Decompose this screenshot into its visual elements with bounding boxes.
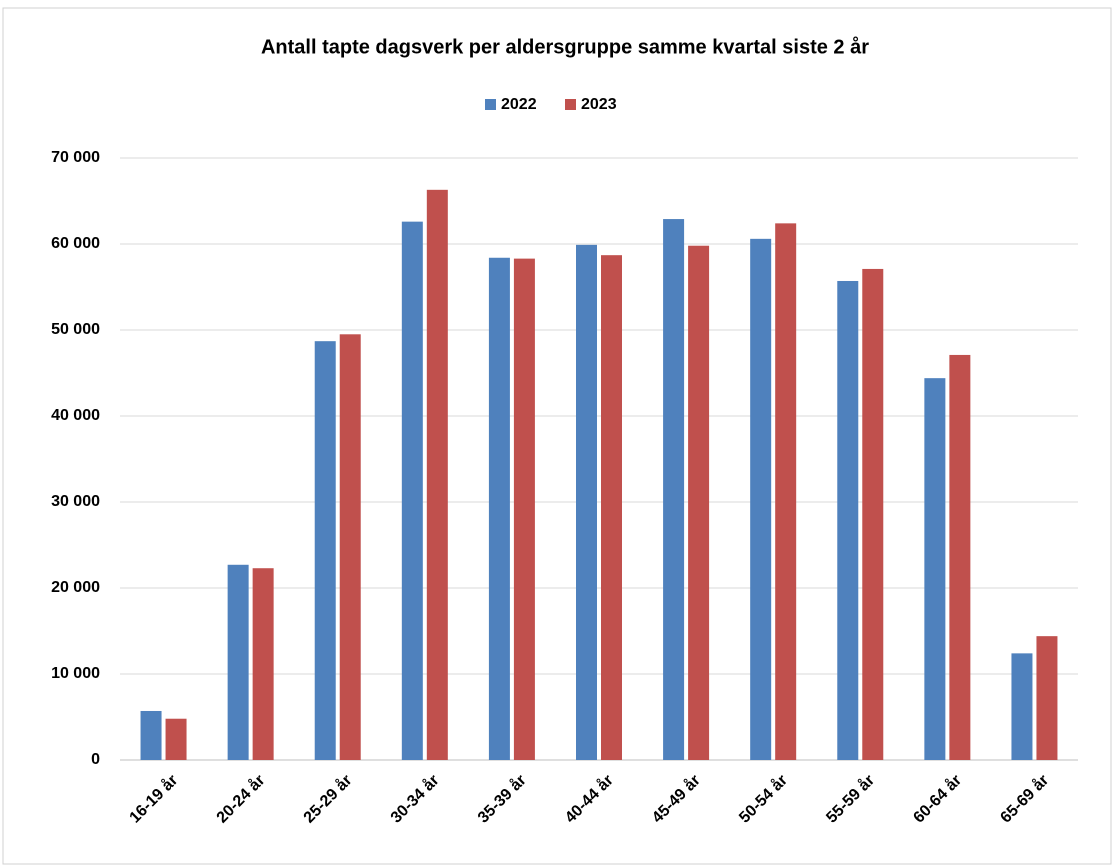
- y-tick-label: 10 000: [51, 665, 100, 682]
- bar: [339, 334, 361, 760]
- bar: [601, 255, 622, 760]
- legend-swatch: [565, 99, 576, 110]
- bar: [227, 564, 249, 760]
- bar: [775, 223, 797, 761]
- bar: [426, 189, 448, 760]
- bar: [663, 219, 685, 760]
- y-tick-label: 40 000: [51, 407, 100, 424]
- y-tick-label: 20 000: [51, 579, 100, 596]
- bar: [837, 280, 859, 760]
- legend-label: 2023: [581, 96, 617, 113]
- bar: [924, 378, 946, 760]
- bar: [1011, 653, 1033, 760]
- bar: [401, 221, 423, 760]
- legend-swatch: [485, 99, 496, 110]
- bar: [513, 258, 535, 760]
- y-tick-label: 50 000: [51, 321, 100, 338]
- y-tick-label: 70 000: [51, 149, 100, 166]
- bar: [1036, 636, 1058, 760]
- y-tick-label: 0: [91, 751, 100, 768]
- chart-title: Antall tapte dagsverk per aldersgruppe s…: [261, 35, 869, 58]
- bar: [252, 568, 274, 760]
- bar: [314, 341, 336, 760]
- bar: [688, 245, 710, 761]
- bar: [576, 244, 597, 761]
- bar: [488, 257, 510, 760]
- y-tick-label: 30 000: [51, 493, 100, 510]
- bar: [949, 354, 971, 760]
- bar: [140, 710, 162, 760]
- bar: [862, 268, 884, 760]
- bar: [750, 238, 772, 761]
- legend-label: 2022: [501, 96, 537, 113]
- bar: [165, 718, 187, 760]
- y-tick-label: 60 000: [51, 235, 100, 252]
